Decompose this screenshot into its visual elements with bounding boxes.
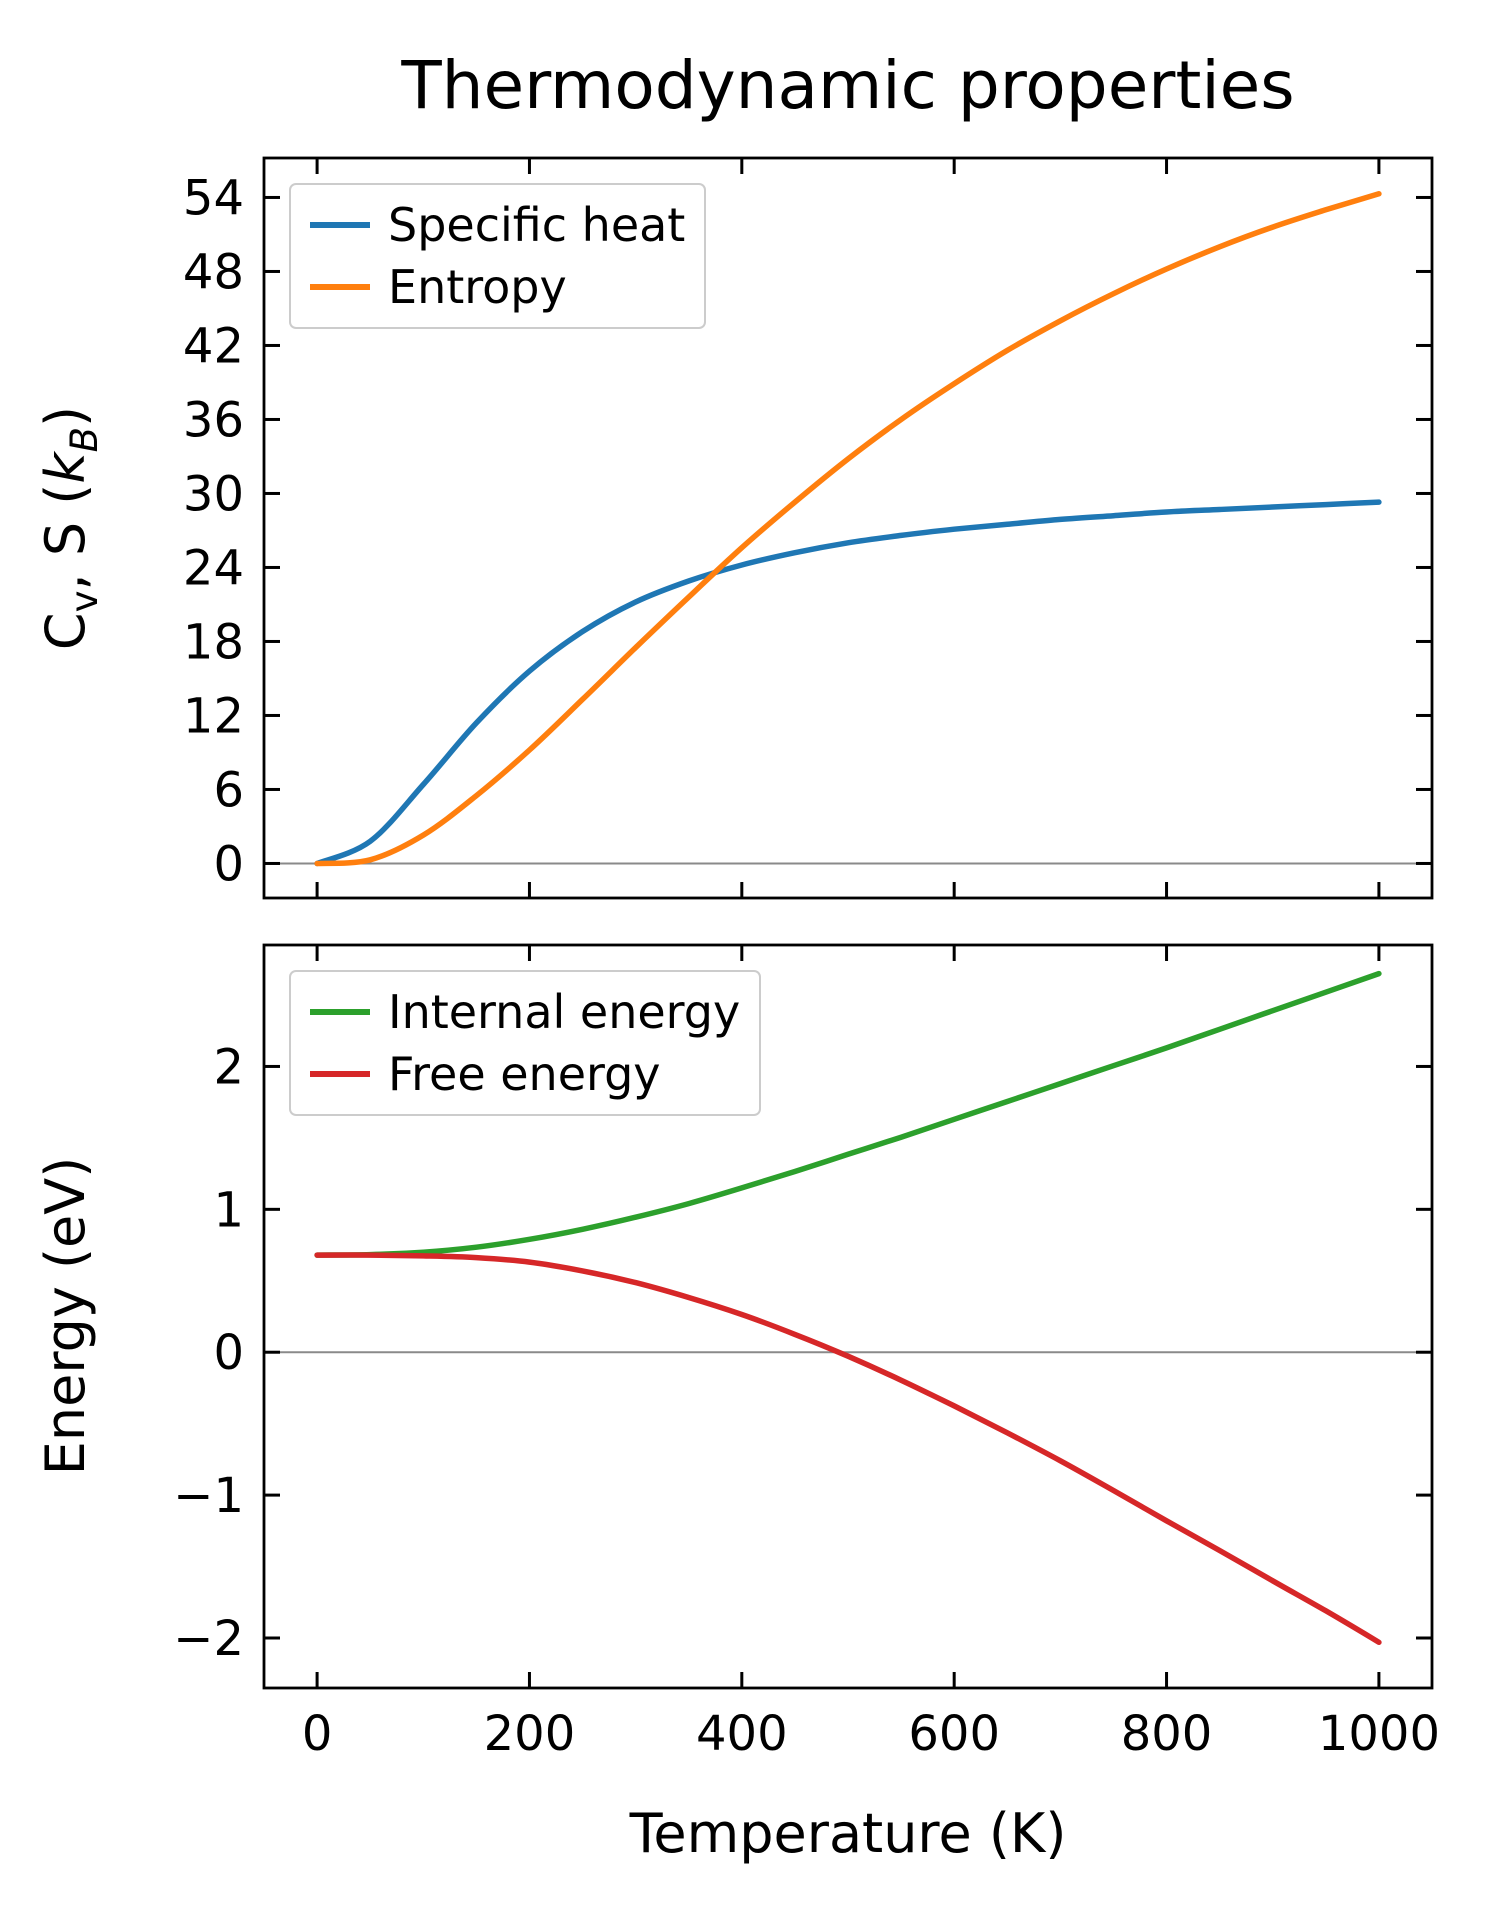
legend-label-entropy: Entropy [388, 260, 567, 314]
legend: Internal energy Free energy [289, 970, 761, 1116]
y-axis-label-energy: Energy (eV) [34, 1157, 97, 1476]
axes-spines [262, 156, 1434, 900]
y-axis-label-cv-s: Cv, S (kB) [34, 406, 106, 650]
legend-label-specific-heat: Specific heat [388, 198, 685, 252]
x-axis-label: Temperature (K) [629, 1802, 1067, 1865]
x-tick-label: 400 [696, 1706, 788, 1762]
y-tick-label: 30 [183, 466, 244, 522]
subplot-top: 0 6 12 18 24 30 36 42 48 54 Cv, S (kB) Specific hea… [34, 156, 1434, 900]
line-specific-heat [314, 499, 1382, 867]
y-tick-label: 48 [183, 244, 244, 300]
legend-label-internal-energy: Internal energy [388, 985, 740, 1039]
subplot-bottom: −2 −1 0 1 2 0 200 400 600 800 1000 Internal energy F… [173, 943, 1440, 1762]
y-tick-label: 18 [183, 614, 244, 670]
tick-marks [264, 945, 1432, 1688]
line-free-energy [314, 1252, 1382, 1646]
x-tick-label: 0 [302, 1706, 333, 1762]
tick-labels-top: 0 6 12 18 24 30 36 42 48 54 [183, 170, 244, 892]
axes-spines [262, 943, 1434, 1690]
legend: Specific heat Entropy [289, 183, 706, 329]
x-tick-label: 600 [908, 1706, 1000, 1762]
y-tick-label: 42 [183, 318, 244, 374]
line-entropy [314, 191, 1382, 867]
tick-labels-bottom: −2 −1 0 1 2 0 200 400 600 800 1000 [173, 1039, 1440, 1762]
legend-label-free-energy: Free energy [388, 1047, 661, 1101]
y-tick-label: 24 [183, 540, 244, 596]
y-tick-label: 12 [183, 688, 244, 744]
chart-title: Thermodynamic properties [400, 47, 1294, 124]
legend-box [289, 183, 706, 329]
y-tick-label: 1 [213, 1182, 244, 1238]
legend-box [289, 970, 761, 1116]
x-tick-label: 200 [484, 1706, 576, 1762]
y-tick-label: 54 [183, 170, 244, 226]
y-tick-label: 0 [213, 1325, 244, 1381]
y-tick-label: 36 [183, 392, 244, 448]
y-tick-label: 2 [213, 1039, 244, 1095]
y-tick-label: −2 [173, 1611, 244, 1667]
tick-marks [264, 158, 1432, 898]
y-tick-label: 0 [213, 836, 244, 892]
y-tick-label: −1 [173, 1468, 244, 1524]
y-tick-label: 6 [213, 762, 244, 818]
line-internal-energy [314, 970, 1382, 1258]
x-tick-label: 1000 [1318, 1706, 1440, 1762]
x-tick-label: 800 [1121, 1706, 1213, 1762]
